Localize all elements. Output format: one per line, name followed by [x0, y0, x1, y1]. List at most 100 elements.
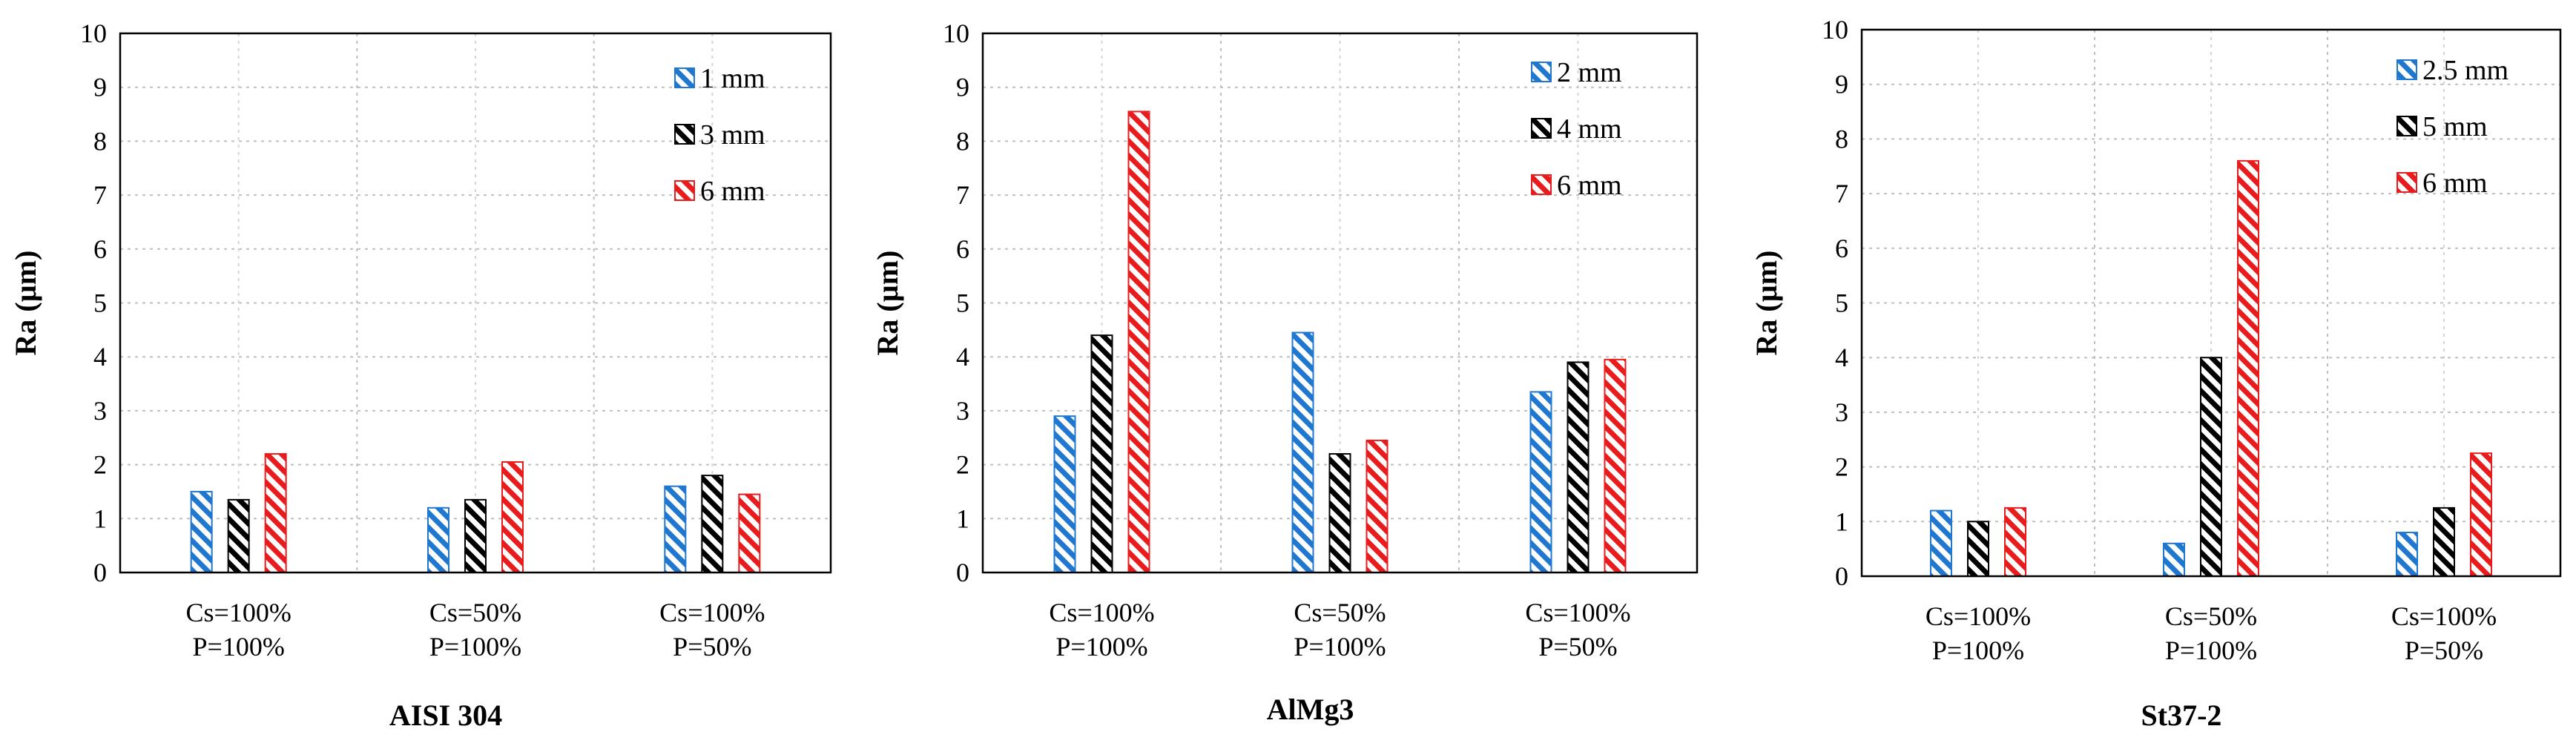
legend-swatch — [2397, 116, 2417, 136]
x-tick-label: P=50% — [1538, 632, 1617, 661]
y-tick-label: 9 — [93, 73, 107, 102]
bar-2-5-mm — [2163, 542, 2185, 578]
bar-2-mm — [1053, 415, 1076, 573]
y-tick-label: 7 — [1835, 179, 1848, 208]
legend-swatch — [1531, 62, 1552, 82]
y-tick-label: 4 — [1835, 343, 1848, 372]
x-tick-label: P=100% — [1055, 632, 1147, 661]
x-tick-label: Cs=100% — [1525, 598, 1630, 627]
legend-swatch — [674, 180, 695, 201]
y-tick-label: 1 — [93, 504, 107, 533]
bar-4-mm — [1328, 453, 1351, 573]
legend-swatch — [1531, 118, 1552, 139]
legend-label: 2.5 mm — [2422, 55, 2509, 86]
y-tick-label: 3 — [1835, 397, 1848, 427]
legend: 2.5 mm 5 mm 6 mm — [2397, 55, 2509, 199]
y-tick-label: 5 — [956, 288, 969, 318]
y-tick-label: 9 — [1835, 70, 1848, 99]
x-tick-label: P=100% — [1294, 632, 1386, 661]
y-axis-label: Ra (µm) — [871, 251, 904, 356]
y-tick-label: 0 — [1835, 561, 1848, 591]
legend-label: 6 mm — [700, 176, 765, 207]
bar-3-mm — [227, 498, 250, 573]
y-tick-label: 7 — [956, 180, 969, 210]
y-tick-label: 0 — [93, 558, 107, 587]
x-tick-label: P=50% — [2405, 636, 2483, 665]
bar-3-mm — [464, 498, 487, 573]
y-tick-label: 1 — [1835, 507, 1848, 536]
legend-label: 6 mm — [1557, 170, 1622, 201]
chart-title: AISI 304 — [389, 699, 502, 732]
y-tick-label: 3 — [93, 396, 107, 426]
y-tick-label: 3 — [956, 396, 969, 426]
bar-6-mm — [2004, 507, 2026, 577]
legend: 1 mm 3 mm 6 mm — [674, 63, 765, 207]
y-tick-label: 0 — [956, 558, 969, 587]
bar-2-mm — [1529, 391, 1552, 574]
plot-frame — [119, 32, 832, 574]
bar-2-5-mm — [2396, 532, 2418, 577]
legend: 2 mm 4 mm 6 mm — [1531, 57, 1622, 201]
x-tick-label: P=100% — [2165, 636, 2257, 665]
x-tick-label: Cs=50% — [429, 598, 521, 627]
legend-swatch — [1531, 174, 1552, 195]
legend-swatch — [674, 124, 695, 145]
bar-6-mm — [1127, 110, 1150, 574]
bar-6-mm — [738, 493, 761, 574]
y-tick-label: 2 — [1835, 452, 1848, 482]
bar-1-mm — [190, 490, 213, 574]
y-tick-label: 5 — [93, 288, 107, 318]
y-tick-label: 6 — [1835, 234, 1848, 263]
bar-4-mm — [1567, 361, 1590, 573]
bar-5-mm — [2200, 357, 2222, 577]
chart-3: 0 1 2 3 4 5 6 7 8 9 10 Cs=100% P=100% Cs=50% P=100% Cs=… — [1750, 15, 2562, 732]
y-tick-label: 10 — [80, 19, 107, 48]
y-tick-label: 4 — [93, 342, 107, 372]
x-tick-label: Cs=100% — [186, 598, 291, 627]
y-tick-label: 7 — [93, 180, 107, 210]
y-tick-label: 10 — [943, 19, 969, 48]
y-tick-label: 10 — [1822, 15, 1848, 44]
chart-1: 0 1 2 3 4 5 6 7 8 9 10 Cs=100% P=100% Cs=50% P=100% Cs=… — [9, 19, 832, 732]
legend-label: 4 mm — [1557, 113, 1622, 145]
legend-swatch — [2397, 172, 2417, 193]
x-tick-label: Cs=50% — [2165, 601, 2257, 631]
y-tick-label: 8 — [1835, 124, 1848, 154]
bar-6-mm — [1604, 358, 1627, 573]
x-tick-label: Cs=50% — [1294, 598, 1386, 627]
bar-1-mm — [427, 507, 449, 574]
y-tick-label: 9 — [956, 73, 969, 102]
y-tick-label: 5 — [1835, 288, 1848, 318]
legend-label: 5 mm — [2422, 111, 2488, 142]
bar-6-mm — [264, 453, 287, 573]
bar-6-mm — [501, 461, 524, 574]
x-tick-label: Cs=100% — [1926, 601, 2031, 631]
x-tick-label: P=100% — [429, 632, 521, 661]
bar-6-mm — [2470, 452, 2492, 577]
bar-3-mm — [701, 475, 724, 574]
legend-swatch — [2397, 59, 2417, 80]
chart-title: St37-2 — [2141, 699, 2222, 732]
y-tick-label: 2 — [93, 450, 107, 480]
bar-6-mm — [1366, 439, 1389, 574]
bar-2-mm — [1291, 331, 1314, 573]
legend-label: 3 mm — [700, 119, 765, 151]
plot-frame — [1860, 28, 2562, 578]
x-tick-label: P=100% — [1932, 636, 2024, 665]
bar-5-mm — [2433, 507, 2455, 577]
x-tick-label: P=100% — [193, 632, 285, 661]
y-tick-label: 1 — [956, 504, 969, 533]
y-axis-label: Ra (µm) — [9, 251, 42, 356]
y-tick-label: 6 — [93, 234, 107, 264]
y-tick-label: 2 — [956, 450, 969, 480]
y-tick-label: 8 — [93, 126, 107, 156]
x-tick-label: Cs=100% — [2391, 601, 2497, 631]
chart-title: AlMg3 — [1267, 693, 1354, 726]
x-tick-label: P=50% — [673, 632, 751, 661]
y-tick-label: 8 — [956, 126, 969, 156]
chart-2: 0 1 2 3 4 5 6 7 8 9 10 Cs=100% P=100% Cs=50% P=100% Cs=… — [871, 19, 1699, 726]
bar-5-mm — [1967, 521, 1989, 577]
legend-label: 6 mm — [2422, 168, 2488, 199]
y-axis-label: Ra (µm) — [1750, 251, 1783, 356]
